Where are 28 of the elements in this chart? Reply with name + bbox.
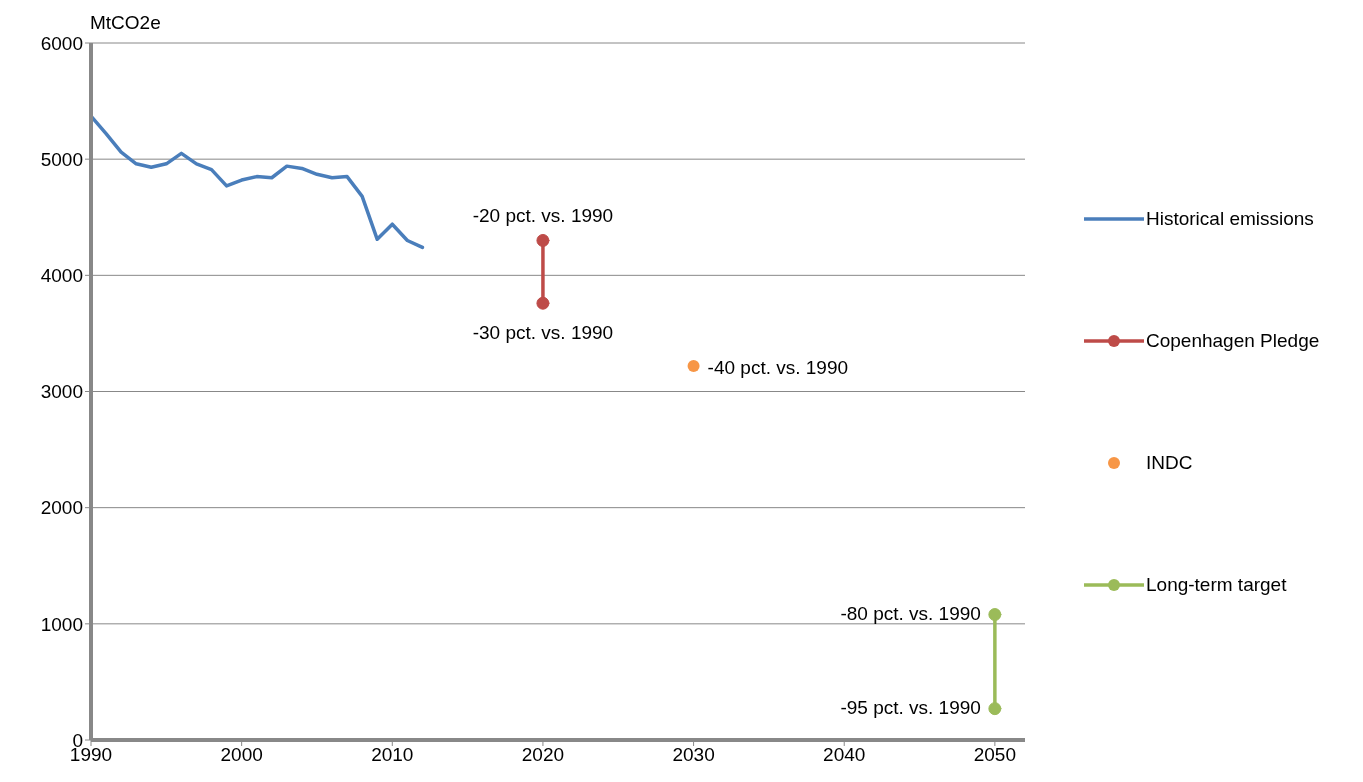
x-tick-label: 2020: [521, 744, 565, 766]
annotation: -40 pct. vs. 1990: [707, 356, 849, 378]
y-axis-title: MtCO2e: [90, 12, 161, 34]
annotation: -30 pct. vs. 1990: [472, 322, 614, 344]
annotation: -95 pct. vs. 1990: [840, 696, 981, 718]
y-tick-label: 4000: [40, 265, 83, 287]
x-tick-label: 2050: [973, 744, 1017, 766]
y-tick-label: 5000: [40, 148, 83, 170]
x-tick-label: 2030: [672, 744, 715, 766]
x-tick-label: 2010: [371, 744, 414, 766]
point: [988, 608, 1002, 622]
x-tick-label: 2040: [823, 744, 866, 766]
x-tick-label: 2000: [220, 744, 263, 766]
legend-label: Long-term target: [1146, 574, 1287, 596]
y-tick-label: 2000: [40, 497, 83, 519]
legend-label: Copenhagen Pledge: [1146, 330, 1320, 352]
point: [988, 702, 1002, 716]
point: [536, 296, 550, 310]
legend-label: Historical emissions: [1146, 208, 1314, 230]
point: [687, 359, 700, 372]
y-tick-label: 3000: [40, 381, 83, 403]
annotation: -20 pct. vs. 1990: [472, 205, 614, 227]
y-tick-label: 6000: [40, 32, 83, 54]
annotation: -80 pct. vs. 1990: [840, 602, 981, 624]
line-series: [91, 114, 425, 250]
y-tick-label: 1000: [40, 613, 83, 635]
point: [536, 233, 550, 247]
legend-label: INDC: [1146, 452, 1193, 474]
